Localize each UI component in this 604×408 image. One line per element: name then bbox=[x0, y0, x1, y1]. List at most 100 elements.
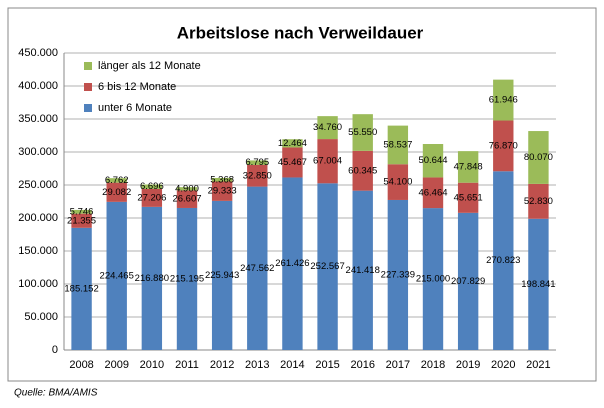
value-label: 61.946 bbox=[489, 95, 518, 106]
bar-segment bbox=[493, 171, 514, 350]
bar-segment bbox=[211, 181, 233, 201]
value-label: 198.841 bbox=[521, 279, 555, 290]
x-tick-label: 2012 bbox=[210, 359, 234, 371]
value-label: 185.152 bbox=[64, 283, 98, 294]
bar-segment bbox=[457, 182, 479, 213]
value-label: 270.823 bbox=[486, 255, 520, 266]
value-label: 225.943 bbox=[205, 270, 239, 281]
value-label: 60.345 bbox=[348, 165, 377, 176]
bar-segment bbox=[422, 208, 444, 350]
y-tick-label: 250.000 bbox=[18, 179, 58, 191]
value-label: 45.651 bbox=[454, 192, 483, 203]
value-label: 227.339 bbox=[381, 269, 415, 280]
bar-segment bbox=[387, 199, 409, 350]
value-label: 215.000 bbox=[416, 274, 450, 285]
value-label: 247.562 bbox=[240, 263, 274, 274]
x-tick-label: 2018 bbox=[421, 359, 445, 371]
bar-segment bbox=[352, 150, 373, 191]
value-label: 6.696 bbox=[140, 181, 164, 192]
bar-segment bbox=[247, 164, 268, 187]
x-tick-label: 2011 bbox=[175, 359, 199, 371]
bar-segment bbox=[528, 183, 549, 219]
value-label: 58.537 bbox=[383, 139, 412, 150]
value-label: 32.850 bbox=[243, 170, 272, 181]
bar-segment bbox=[352, 190, 373, 350]
bar-segment bbox=[387, 164, 409, 200]
bar-segment bbox=[528, 218, 549, 350]
bar-segment bbox=[211, 177, 233, 182]
x-tick-label: 2010 bbox=[140, 359, 164, 371]
value-label: 52.830 bbox=[524, 196, 553, 207]
x-tick-label: 2009 bbox=[104, 359, 128, 371]
bar-segment bbox=[282, 147, 303, 178]
bar-segment bbox=[493, 79, 514, 121]
y-tick-label: 50.000 bbox=[24, 311, 58, 323]
bar-segment bbox=[457, 212, 479, 350]
value-label: 5.746 bbox=[70, 206, 94, 217]
value-label: 252.567 bbox=[310, 261, 344, 272]
bar-segment bbox=[528, 131, 549, 184]
value-label: 224.465 bbox=[100, 270, 134, 281]
bar-segment bbox=[457, 151, 479, 183]
bar-segment bbox=[422, 177, 444, 209]
bar-segment bbox=[176, 207, 198, 350]
value-label: 80.070 bbox=[524, 152, 553, 163]
y-tick-label: 350.000 bbox=[18, 113, 58, 125]
value-label: 76.870 bbox=[489, 140, 518, 151]
legend-swatch bbox=[84, 83, 92, 91]
x-tick-label: 2015 bbox=[315, 359, 339, 371]
bar-segment bbox=[352, 114, 373, 151]
y-tick-label: 0 bbox=[52, 344, 58, 356]
value-label: 34.760 bbox=[313, 122, 342, 133]
value-label: 6.762 bbox=[105, 175, 129, 186]
bar-segment bbox=[247, 186, 268, 350]
bar-segment bbox=[493, 120, 514, 172]
chart-title: Arbeitslose nach Verweildauer bbox=[177, 23, 424, 42]
y-tick-label: 300.000 bbox=[18, 146, 58, 158]
value-label: 55.550 bbox=[348, 127, 377, 138]
x-tick-label: 2021 bbox=[526, 359, 550, 371]
y-tick-label: 200.000 bbox=[18, 212, 58, 224]
value-label: 46.464 bbox=[418, 187, 447, 198]
value-label: 21.355 bbox=[67, 215, 96, 226]
x-tick-label: 2016 bbox=[350, 359, 374, 371]
x-tick-label: 2017 bbox=[386, 359, 410, 371]
bar-segment bbox=[106, 201, 127, 350]
legend-label: länger als 12 Monate bbox=[98, 60, 201, 72]
value-label: 207.829 bbox=[451, 276, 485, 287]
bar-segment bbox=[106, 182, 127, 202]
value-label: 29.082 bbox=[102, 187, 131, 198]
bar-segment bbox=[71, 213, 92, 228]
bar-segment bbox=[317, 116, 338, 140]
bar-segment bbox=[422, 144, 444, 178]
value-label: 50.644 bbox=[418, 155, 447, 166]
x-tick-label: 2013 bbox=[245, 359, 269, 371]
value-label: 27.206 bbox=[137, 192, 166, 203]
x-tick-label: 2014 bbox=[280, 359, 304, 371]
bar-segment bbox=[176, 190, 198, 208]
legend-label: unter 6 Monate bbox=[98, 102, 172, 114]
value-label: 12.464 bbox=[278, 138, 307, 149]
bar-segment bbox=[317, 183, 338, 350]
value-label: 45.467 bbox=[278, 157, 307, 168]
value-label: 47.848 bbox=[454, 161, 483, 172]
bar-segment bbox=[71, 227, 92, 350]
y-tick-label: 450.000 bbox=[18, 47, 58, 59]
x-tick-label: 2019 bbox=[456, 359, 480, 371]
value-label: 241.418 bbox=[346, 265, 380, 276]
bar-segment bbox=[141, 206, 163, 350]
bar-segment bbox=[247, 160, 268, 165]
value-label: 6.795 bbox=[245, 157, 269, 168]
x-tick-label: 2020 bbox=[491, 359, 515, 371]
bar-segment bbox=[317, 139, 338, 184]
y-tick-label: 400.000 bbox=[18, 80, 58, 92]
source-note: Quelle: BMA/AMIS bbox=[14, 388, 98, 399]
value-label: 26.607 bbox=[172, 194, 201, 205]
legend-swatch bbox=[84, 104, 92, 112]
legend-label: 6 bis 12 Monate bbox=[98, 81, 176, 93]
value-label: 215.195 bbox=[170, 274, 204, 285]
bar-segment bbox=[211, 200, 233, 350]
bar-segment bbox=[387, 125, 409, 165]
